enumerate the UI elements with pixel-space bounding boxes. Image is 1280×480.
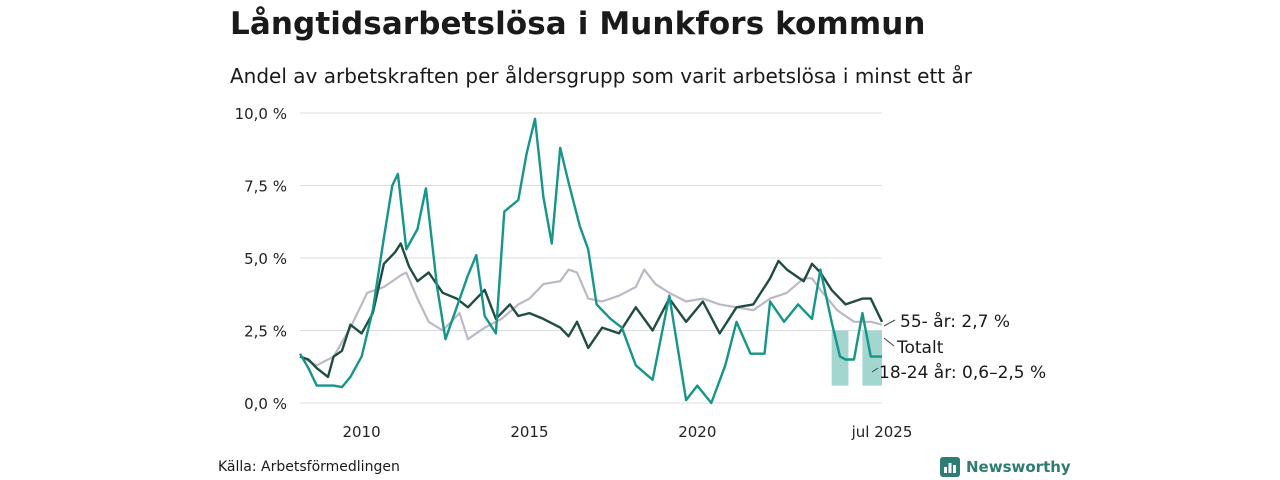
y-tick-label: 7,5 % [244, 178, 287, 196]
range-band-segment [831, 330, 849, 386]
series-lines [298, 117, 884, 405]
y-tick-label: 10,0 % [235, 105, 287, 123]
series-line-senior [299, 268, 883, 367]
bar-chart-logo-icon [940, 457, 960, 477]
gridlines [300, 112, 882, 404]
chart-subtitle: Andel av arbetskraften per åldersgrupp s… [230, 64, 972, 88]
annotation-leader [883, 319, 896, 327]
annotation-total: Totalt [896, 338, 944, 358]
brand-name: Newsworthy [966, 458, 1071, 476]
annotation-leader [883, 337, 895, 347]
x-tick-label: 2010 [342, 423, 380, 441]
y-tick-label: 0,0 % [244, 395, 287, 413]
source-note: Källa: Arbetsförmedlingen [218, 459, 400, 475]
x-tick-label: 2015 [510, 423, 548, 441]
series-line-youth [298, 117, 882, 405]
annotation-youth: 18-24 år: 0,6–2,5 % [879, 362, 1046, 383]
y-tick-label: 5,0 % [244, 250, 287, 268]
brand-logo[interactable]: Newsworthy [940, 456, 1071, 478]
y-axis-tick-labels: 0,0 % 2,5 % 5,0 % 7,5 % 10,0 % [235, 105, 287, 413]
chart-title: Långtidsarbetslösa i Munkfors kommun [230, 6, 926, 42]
annotation-leader [871, 367, 879, 373]
x-tick-label: jul 2025 [851, 423, 913, 441]
annotation-senior: 55- år: 2,7 % [900, 311, 1010, 332]
annotations: 55- år: 2,7 % Totalt 18-24 år: 0,6–2,5 % [871, 311, 1046, 383]
x-axis-tick-labels: 2010 2015 2020 jul 2025 [342, 423, 912, 441]
x-tick-label: 2020 [678, 423, 716, 441]
y-tick-label: 2,5 % [244, 323, 287, 341]
